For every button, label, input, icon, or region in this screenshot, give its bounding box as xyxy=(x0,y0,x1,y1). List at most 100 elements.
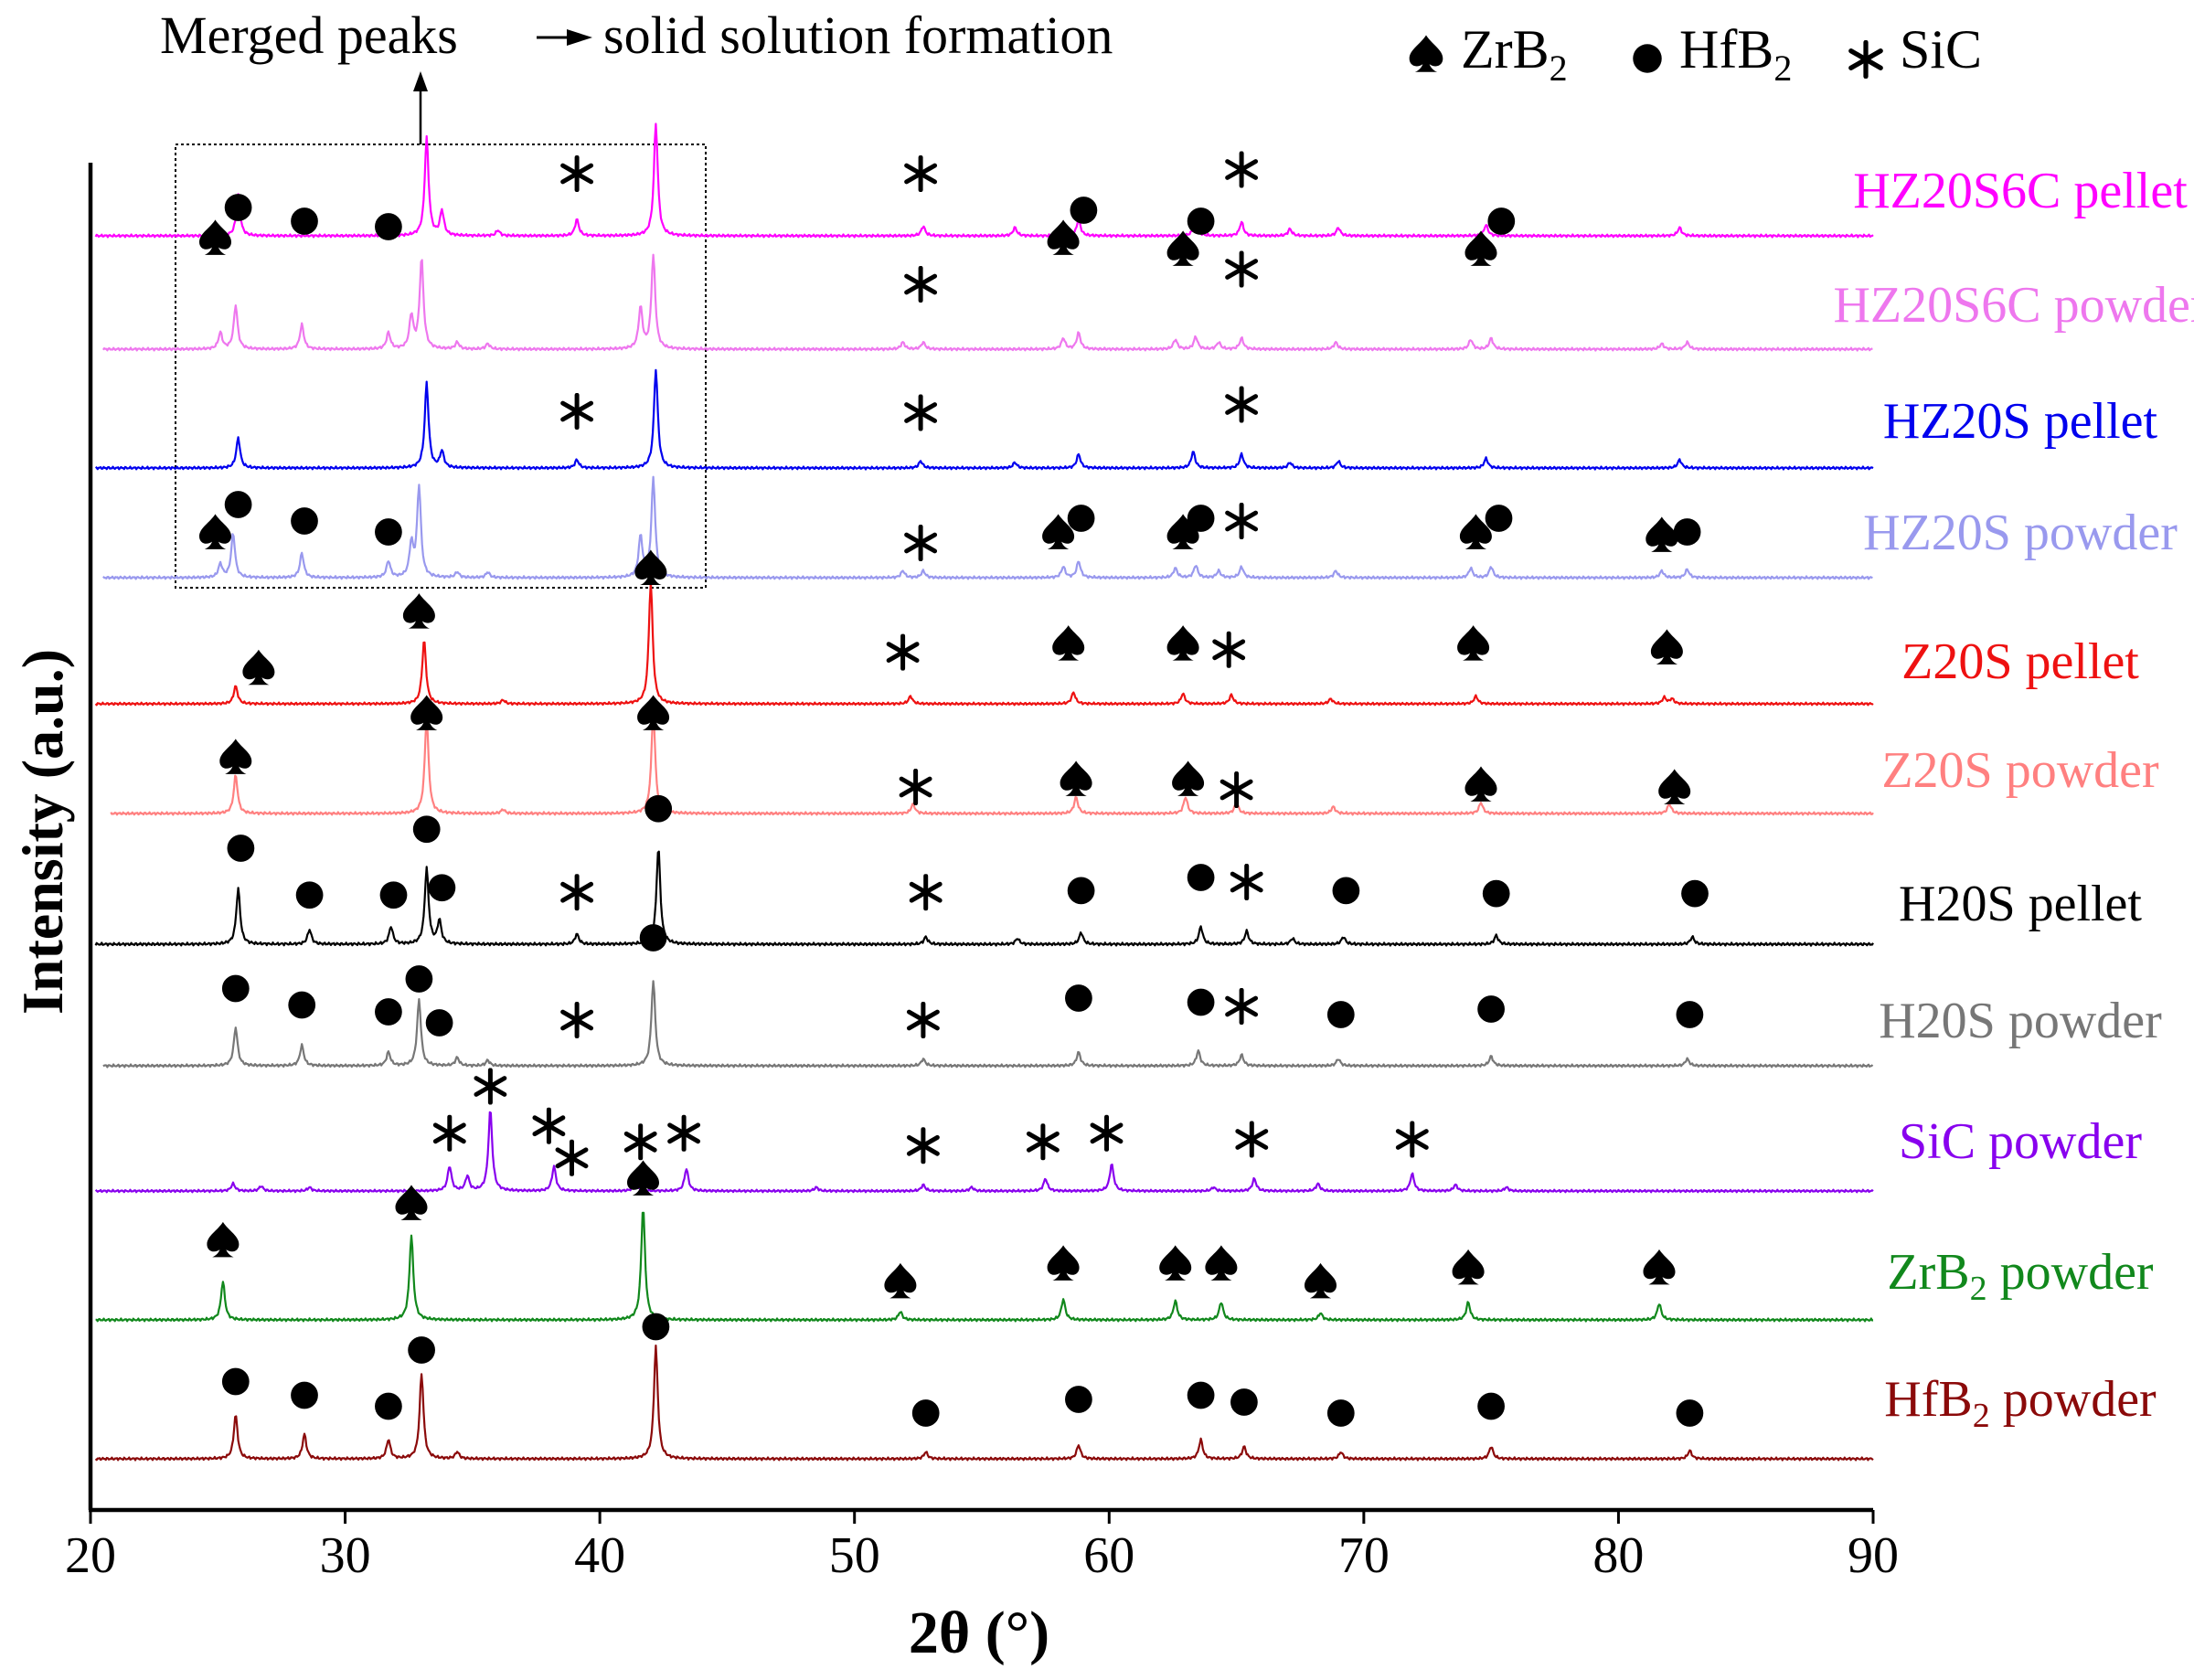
dot-marker-icon xyxy=(375,518,402,546)
series-trace-z20s-powder xyxy=(110,714,1874,816)
series-label-subscript: 2 xyxy=(1970,1270,1987,1308)
asterisk-marker-icon xyxy=(563,1004,591,1037)
asterisk-marker-icon xyxy=(1228,253,1256,286)
dot-marker-icon xyxy=(1067,505,1095,532)
spade-marker-icon xyxy=(242,649,275,686)
legend-sic-label: SiC xyxy=(1900,19,1982,80)
dot-marker-icon xyxy=(1070,197,1098,224)
spade-marker-icon xyxy=(634,549,667,586)
series-label: HZ20S pellet xyxy=(1883,393,2158,450)
y-axis-title: Intensity (a.u.) xyxy=(10,649,75,1015)
series-label-subscript: 2 xyxy=(1973,1397,1990,1435)
asterisk-marker-icon xyxy=(563,157,591,190)
x-tick-label: 90 xyxy=(1848,1527,1899,1584)
legend-zrb2-label: ZrB2 xyxy=(1461,19,1568,89)
x-tick-label: 50 xyxy=(829,1527,880,1584)
x-tick-label: 40 xyxy=(574,1527,625,1584)
spade-marker-icon xyxy=(1457,625,1490,661)
dot-marker-icon xyxy=(295,881,324,909)
legend-zrb2-formula: ZrB xyxy=(1461,19,1550,80)
legend-zrb2-spade-icon xyxy=(1409,35,1443,72)
series-label: H20S powder xyxy=(1879,993,2162,1049)
legend-zrb2-subscript: 2 xyxy=(1550,48,1568,89)
axes: 20 30 40 50 60 70 80 90 xyxy=(65,163,1899,1584)
spade-marker-icon xyxy=(199,219,231,255)
dot-marker-icon xyxy=(375,213,402,240)
spade-marker-icon xyxy=(1205,1245,1238,1281)
annotation-solid-solution: solid solution formation xyxy=(603,5,1113,65)
series-trace-hz20s6c-pellet xyxy=(94,122,1874,239)
series-label: HfB2 powder xyxy=(1884,1371,2157,1435)
asterisk-marker-icon xyxy=(911,876,940,909)
dot-marker-icon xyxy=(221,974,250,1003)
legend: ZrB2 HfB2 SiC xyxy=(1409,19,1982,89)
dot-marker-icon xyxy=(227,835,255,862)
asterisk-marker-icon xyxy=(563,876,591,909)
dot-marker-icon xyxy=(291,507,318,535)
asterisk-marker-icon xyxy=(1232,866,1261,898)
dot-marker-icon xyxy=(1187,988,1215,1016)
series-label: Z20S pellet xyxy=(1901,633,2139,690)
dot-marker-icon xyxy=(379,881,408,909)
spade-marker-icon xyxy=(1464,766,1497,802)
asterisk-marker-icon xyxy=(626,1126,655,1159)
asterisk-marker-icon xyxy=(1228,388,1256,421)
dot-marker-icon xyxy=(291,207,318,235)
dot-marker-icon xyxy=(405,965,433,993)
asterisk-marker-icon xyxy=(1028,1126,1057,1159)
asterisk-marker-icon xyxy=(535,1110,563,1143)
dot-marker-icon xyxy=(408,1336,435,1364)
asterisk-marker-icon xyxy=(909,1004,937,1037)
spade-marker-icon xyxy=(1452,1249,1485,1285)
series-label-main: ZrB xyxy=(1887,1244,1969,1301)
x-axis-ticks: 20 30 40 50 60 70 80 90 xyxy=(65,1510,1899,1584)
spade-marker-icon xyxy=(884,1262,917,1299)
spade-marker-icon xyxy=(1159,1245,1192,1281)
dot-marker-icon xyxy=(1332,877,1360,905)
series-label-main: SiC powder xyxy=(1899,1113,2142,1170)
dot-marker-icon xyxy=(1065,984,1092,1012)
asterisk-marker-icon xyxy=(435,1117,463,1150)
series-label-main: H20S pellet xyxy=(1899,876,2142,932)
spade-marker-icon xyxy=(1047,1245,1080,1281)
series-label-main: H20S powder xyxy=(1879,993,2162,1049)
annotation-arrow xyxy=(537,29,592,46)
series-label-main: HZ20S6C powder xyxy=(1833,277,2194,334)
series-label: ZrB2 powder xyxy=(1887,1244,2154,1308)
dot-marker-icon xyxy=(1187,505,1215,532)
asterisk-marker-icon xyxy=(1215,633,1243,666)
dot-marker-icon xyxy=(1187,207,1215,235)
series-trace-h20s-powder xyxy=(102,980,1874,1069)
dot-marker-icon xyxy=(375,998,402,1026)
asterisk-marker-icon xyxy=(670,1117,698,1150)
asterisk-marker-icon xyxy=(907,526,935,559)
series-label-main: HZ20S6C pellet xyxy=(1853,163,2188,219)
asterisk-marker-icon xyxy=(1398,1123,1426,1156)
asterisk-marker-icon xyxy=(901,771,930,803)
asterisk-marker-icon xyxy=(1228,990,1256,1023)
spade-marker-icon xyxy=(1305,1262,1337,1299)
series-trace-z20s-pellet xyxy=(94,580,1874,707)
dot-marker-icon xyxy=(288,991,316,1019)
dot-marker-icon xyxy=(224,194,252,221)
series-label: H20S pellet xyxy=(1899,876,2142,932)
merged-peaks-pointer-head xyxy=(413,71,428,91)
spade-marker-icon xyxy=(1172,760,1205,796)
asterisk-marker-icon xyxy=(909,1130,937,1163)
series-trace-h20s-pellet xyxy=(94,850,1874,947)
asterisk-marker-icon xyxy=(889,636,917,669)
spade-marker-icon xyxy=(199,514,231,549)
x-tick-label: 20 xyxy=(65,1527,116,1584)
dot-marker-icon xyxy=(1326,1001,1355,1028)
series-label-main: HZ20S powder xyxy=(1863,505,2178,561)
dot-marker-icon xyxy=(1485,505,1513,532)
series-label-main: Z20S powder xyxy=(1881,742,2159,799)
dot-marker-icon xyxy=(221,1367,250,1396)
dot-marker-icon xyxy=(1676,1001,1704,1028)
series-trace-hz20s6c-powder xyxy=(101,253,1873,352)
series-label-tail: powder xyxy=(1990,1371,2157,1428)
spade-marker-icon xyxy=(207,1221,240,1258)
x-tick-label: 60 xyxy=(1083,1527,1134,1584)
spade-marker-icon xyxy=(1166,625,1199,661)
